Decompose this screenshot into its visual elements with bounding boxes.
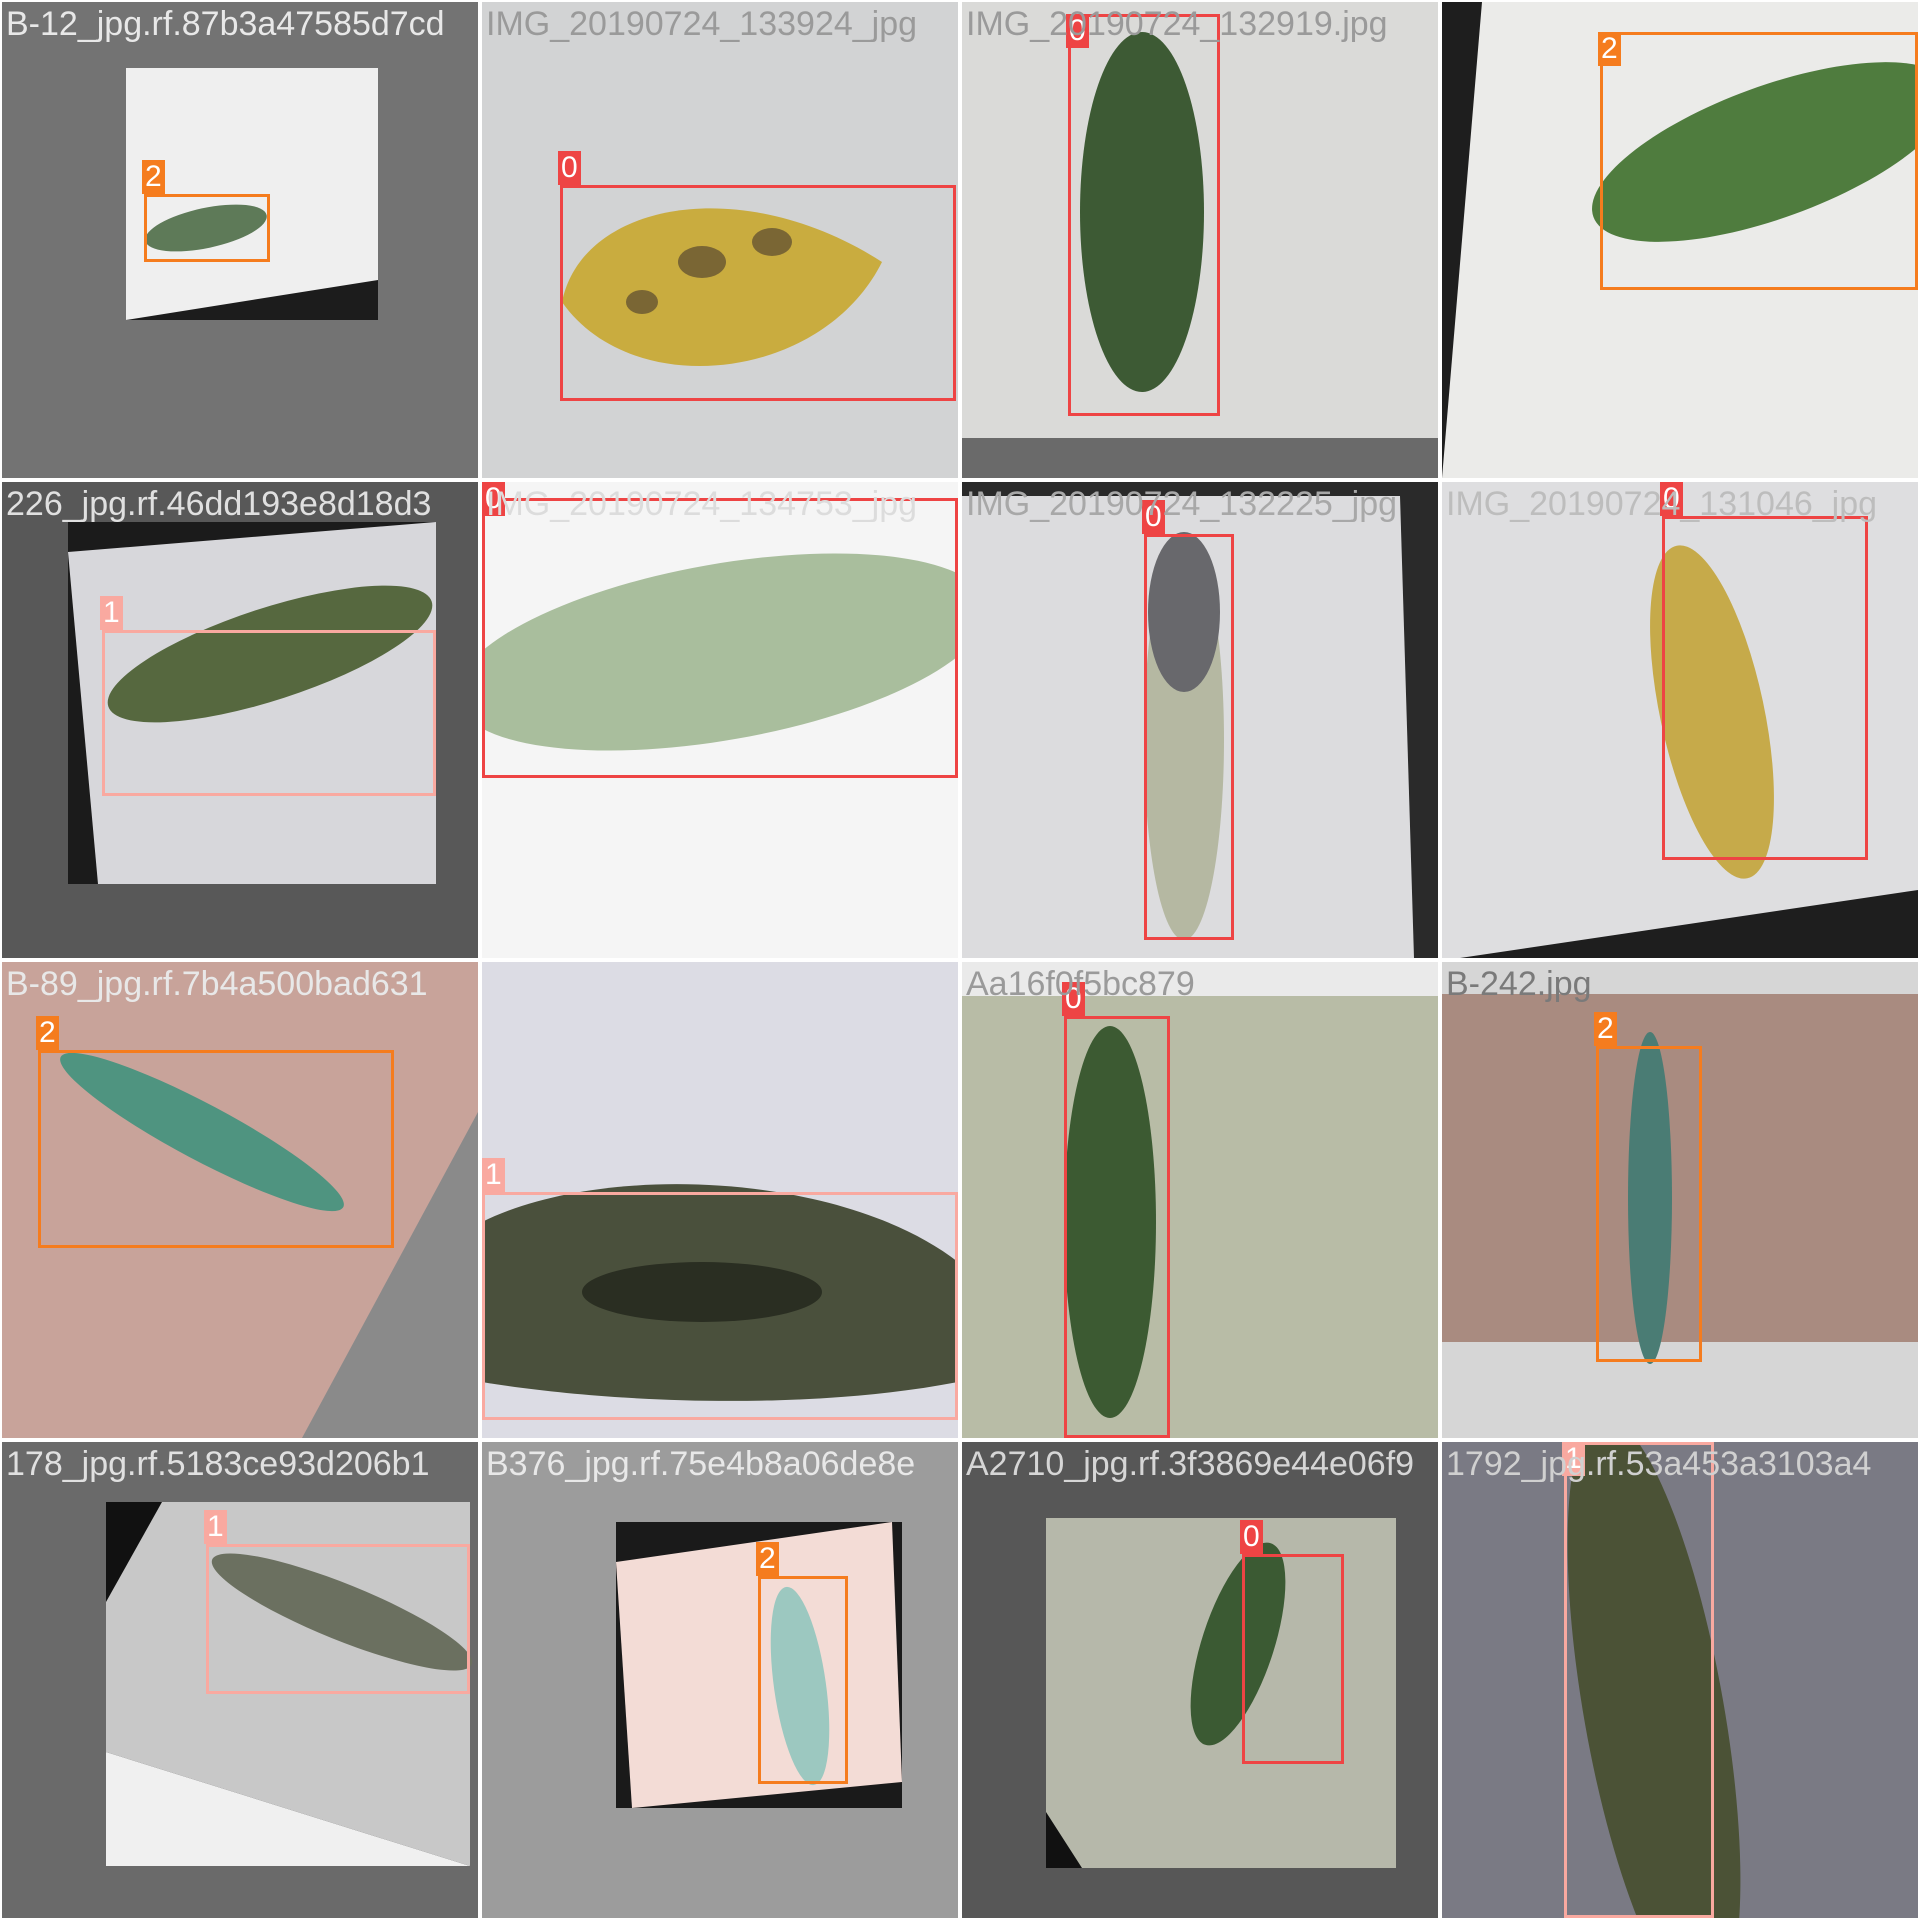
filename-label: IMG_20190724_132919.jpg — [966, 5, 1388, 43]
class-label: 0 — [1660, 482, 1683, 516]
leaf-photo — [2, 962, 478, 1438]
filename-label: B-89_jpg.rf.7b4a500bad631 — [6, 965, 428, 1003]
bounding-box — [1662, 516, 1868, 860]
class-label: 0 — [558, 151, 581, 185]
image-tile: B-89_jpg.rf.7b4a500bad631 2 — [2, 962, 478, 1438]
image-tile: IMG_20190724_134753_jpg 0 — [482, 482, 958, 958]
leaf-photo — [962, 962, 1438, 1438]
class-label: 2 — [1594, 1012, 1617, 1046]
bounding-box — [1144, 534, 1234, 940]
image-tile: B-12_jpg.rf.87b3a47585d7cd 2 — [2, 2, 478, 478]
bounding-box — [758, 1576, 848, 1784]
class-label: 0 — [1142, 500, 1165, 534]
leaf-photo — [962, 2, 1438, 478]
image-tile: 178_jpg.rf.5183ce93d206b1 1 — [2, 1442, 478, 1918]
image-tile: 1792_jpg.rf.53a453a3103a4 1 — [1442, 1442, 1918, 1918]
image-tile: Aa16f0f5bc879 0 — [962, 962, 1438, 1438]
leaf-photo — [1442, 2, 1918, 478]
leaf-photo — [2, 1442, 478, 1918]
class-label: 0 — [1062, 982, 1085, 1016]
filename-label: 226_jpg.rf.46dd193e8d18d3 — [6, 485, 432, 523]
image-tile: B-242.jpg 2 — [1442, 962, 1918, 1438]
leaf-photo — [1442, 482, 1918, 958]
bounding-box — [1564, 1442, 1714, 1918]
bounding-box — [482, 498, 958, 778]
filename-label: IMG_20190724_134753_jpg — [486, 485, 918, 523]
bounding-box — [1064, 1016, 1170, 1438]
filename-label: B-242.jpg — [1446, 965, 1592, 1003]
bounding-box — [38, 1050, 394, 1248]
bounding-box — [482, 1192, 958, 1420]
image-tile: IMG_20190724_131046_jpg 0 — [1442, 482, 1918, 958]
filename-label: A2710_jpg.rf.3f3869e44e06f9 — [966, 1445, 1415, 1483]
bounding-box — [102, 630, 436, 796]
class-label: 2 — [1598, 32, 1621, 66]
leaf-photo — [482, 482, 958, 958]
filename-label: 178_jpg.rf.5183ce93d206b1 — [6, 1445, 430, 1483]
bounding-box — [560, 185, 956, 401]
bounding-box — [1242, 1554, 1344, 1764]
image-tile: IMG_20190724_132919.jpg 0 — [962, 2, 1438, 478]
filename-label: 1792_jpg.rf.53a453a3103a4 — [1446, 1445, 1872, 1483]
class-label: 0 — [482, 482, 505, 516]
filename-label: B376_jpg.rf.75e4b8a06de8e — [486, 1445, 916, 1483]
filename-label: IMG_20190724_132225_jpg — [966, 485, 1398, 523]
bounding-box — [1068, 14, 1220, 416]
leaf-photo — [1442, 962, 1918, 1438]
class-label: 0 — [1066, 14, 1089, 48]
image-tile: 1 — [482, 962, 958, 1438]
class-label: 1 — [100, 596, 123, 630]
bounding-box — [1600, 32, 1918, 290]
class-label: 2 — [756, 1542, 779, 1576]
class-label: 1 — [204, 1510, 227, 1544]
leaf-photo — [482, 962, 958, 1438]
bounding-box — [206, 1544, 470, 1694]
class-label: 1 — [482, 1158, 505, 1192]
leaf-photo — [962, 1442, 1438, 1918]
class-label: 0 — [1240, 1520, 1263, 1554]
filename-label: IMG_20190724_131046_jpg — [1446, 485, 1878, 523]
image-tile: 2 — [1442, 2, 1918, 478]
image-tile: IMG_20190724_132225_jpg 0 — [962, 482, 1438, 958]
filename-label: B-12_jpg.rf.87b3a47585d7cd — [6, 5, 445, 43]
leaf-photo — [482, 1442, 958, 1918]
image-tile: A2710_jpg.rf.3f3869e44e06f9 0 — [962, 1442, 1438, 1918]
class-label: 1 — [1562, 1442, 1585, 1476]
bounding-box — [144, 194, 270, 262]
filename-label: Aa16f0f5bc879 — [966, 965, 1195, 1003]
image-tile: IMG_20190724_133924_jpg 0 — [482, 2, 958, 478]
image-tile: 226_jpg.rf.46dd193e8d18d3 1 — [2, 482, 478, 958]
bounding-box — [1596, 1046, 1702, 1362]
leaf-photo — [1442, 1442, 1918, 1918]
class-label: 2 — [36, 1016, 59, 1050]
leaf-photo — [962, 482, 1438, 958]
class-label: 2 — [142, 160, 165, 194]
image-tile: B376_jpg.rf.75e4b8a06de8e 2 — [482, 1442, 958, 1918]
filename-label: IMG_20190724_133924_jpg — [486, 5, 918, 43]
